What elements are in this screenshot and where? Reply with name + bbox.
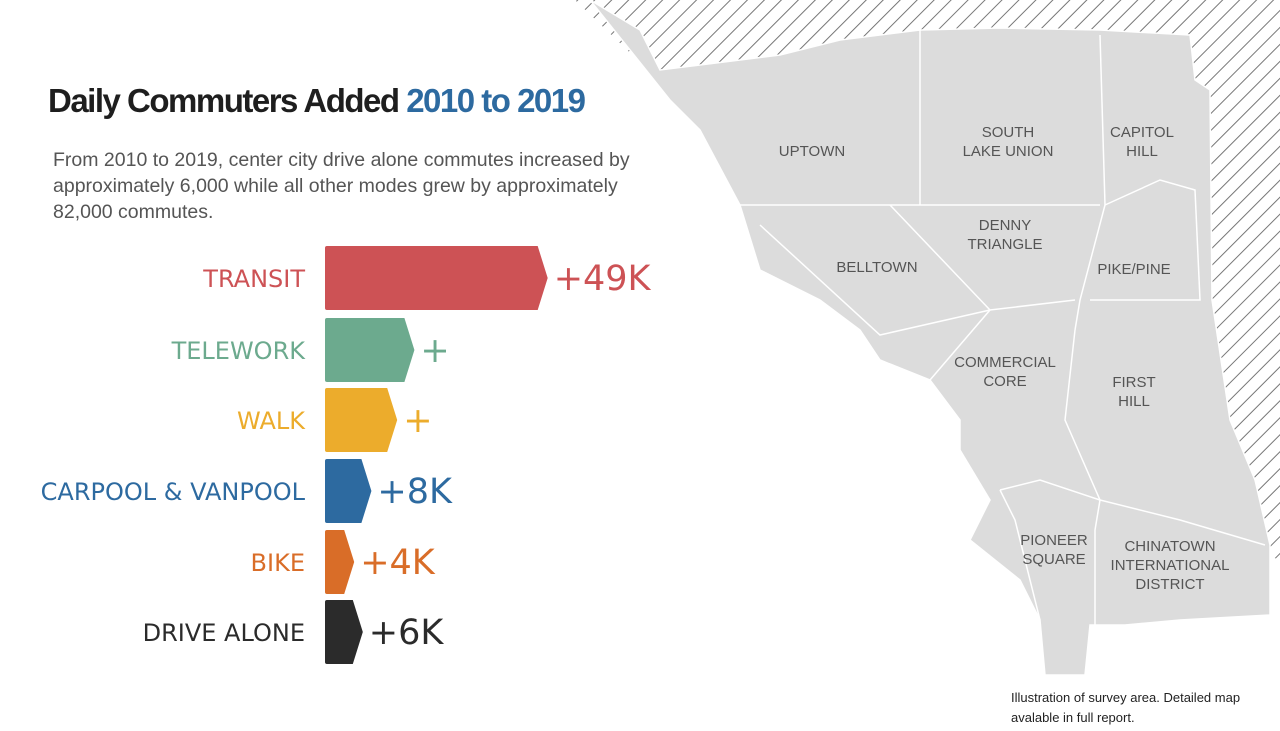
district-label: BELLTOWN xyxy=(836,259,917,276)
district-label: PIKE/PINE xyxy=(1097,261,1170,278)
district-label: TRIANGLE xyxy=(967,236,1042,253)
district-label: DISTRICT xyxy=(1135,576,1204,593)
bar xyxy=(325,246,548,310)
category-label: WALK xyxy=(237,407,306,435)
category-label: BIKE xyxy=(251,549,305,577)
district-label: SQUARE xyxy=(1022,551,1085,568)
value-label: +49K xyxy=(554,259,652,299)
district-label: CHINATOWN xyxy=(1124,538,1215,555)
page-title: Daily Commuters Added 2010 to 2019 xyxy=(48,82,586,120)
map-landmass xyxy=(589,0,1271,676)
title-main: Daily Commuters Added xyxy=(48,82,400,119)
district-label: COMMERCIAL xyxy=(954,354,1056,371)
district-label: PIONEER xyxy=(1020,532,1088,549)
map-note: Illustration of survey area. Detailed ma… xyxy=(1011,690,1241,725)
district-label: SOUTH xyxy=(982,124,1035,141)
bar xyxy=(325,530,355,594)
category-label: TRANSIT xyxy=(202,265,305,293)
value-label: +4K xyxy=(360,543,436,583)
bar xyxy=(325,318,415,382)
category-label: TELEWORK xyxy=(171,337,307,365)
value-label: +6K xyxy=(369,613,445,653)
district-label: HILL xyxy=(1118,393,1150,410)
title-highlight: 2010 to 2019 xyxy=(406,82,586,119)
survey-area-map: UPTOWN SOUTH LAKE UNION CAPITOL HILL DENNY TRI… xyxy=(575,0,1280,676)
bar xyxy=(325,600,363,664)
district-label: HILL xyxy=(1126,143,1158,160)
district-boundaries xyxy=(740,30,1266,625)
district-label: UPTOWN xyxy=(779,143,845,160)
category-label: DRIVE ALONE xyxy=(143,619,305,647)
category-label: CARPOOL & VANPOOL xyxy=(41,478,306,506)
subtitle: From 2010 to 2019, center city drive alo… xyxy=(53,149,630,223)
district-label: INTERNATIONAL xyxy=(1111,557,1230,574)
value-label: + xyxy=(403,401,432,441)
bar xyxy=(325,459,372,523)
bar xyxy=(325,388,398,452)
district-label: DENNY xyxy=(979,217,1032,234)
district-label: FIRST xyxy=(1112,374,1155,391)
district-label: CORE xyxy=(983,373,1026,390)
district-label: CAPITOL xyxy=(1110,124,1174,141)
value-label: +8K xyxy=(377,472,453,512)
bar-chart: TRANSIT +49K TELEWORK + WALK + CARPOOL & VANPO… xyxy=(41,246,652,664)
district-label: LAKE UNION xyxy=(963,143,1054,160)
value-label: + xyxy=(420,331,449,371)
